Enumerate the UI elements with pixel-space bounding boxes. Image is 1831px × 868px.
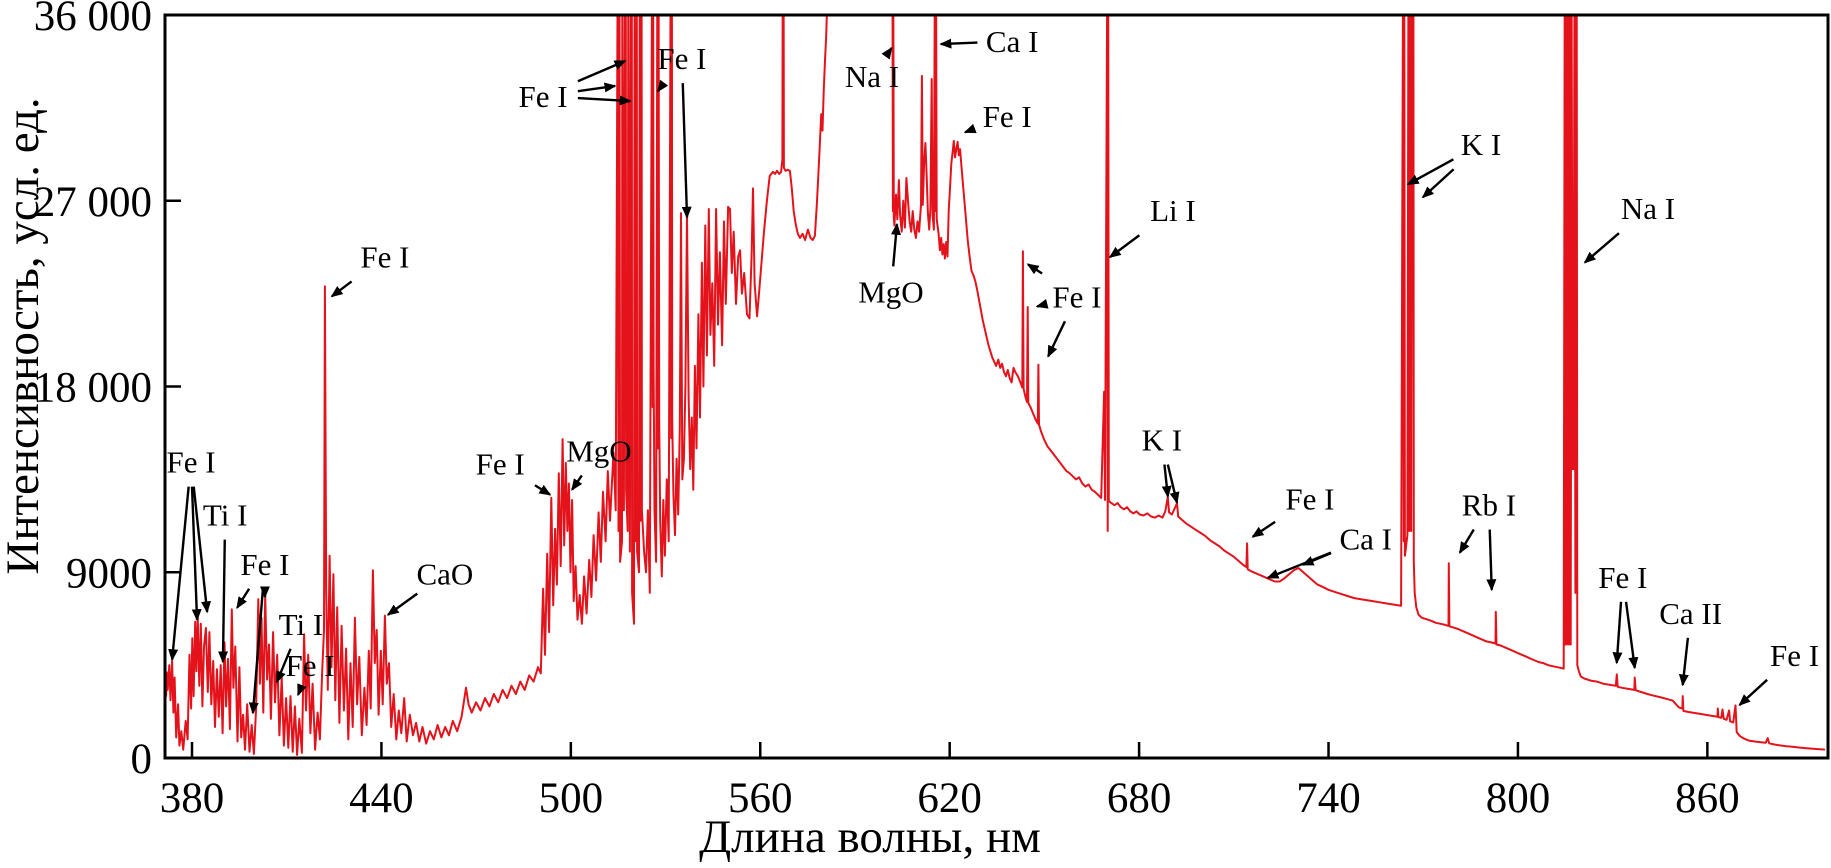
annotation-arrow	[190, 486, 202, 622]
annotation-arrow	[657, 79, 669, 93]
annotation-label: Fe I	[983, 99, 1032, 134]
y-tick-label: 18 000	[34, 365, 152, 412]
annotation-label: Ca I	[1340, 522, 1393, 557]
y-tick-label: 9000	[66, 550, 152, 597]
annotation-arrow	[386, 592, 418, 616]
annotation-label: Ti I	[203, 498, 248, 533]
annotation-label: MgO	[858, 274, 923, 309]
annotation-label: K I	[1142, 423, 1182, 458]
annotation-arrow	[1612, 601, 1623, 665]
y-tick-label: 0	[131, 736, 153, 783]
annotation-label: Fe I	[1770, 638, 1819, 673]
annotation-arrow	[1583, 232, 1620, 264]
x-tick-label: 560	[728, 775, 793, 822]
annotation-arrow	[881, 46, 893, 60]
x-tick-label: 440	[349, 775, 414, 822]
x-tick-label: 800	[1486, 775, 1551, 822]
annotation-arrow	[577, 95, 632, 106]
x-tick-label: 860	[1675, 775, 1740, 822]
annotation-label: Na I	[845, 59, 899, 94]
annotation-label: Fe I	[1598, 560, 1647, 595]
annotation-label: Fe I	[657, 41, 706, 76]
annotation-label: Fe I	[476, 447, 525, 482]
annotation-arrow	[236, 588, 251, 610]
annotation-label: Na I	[1621, 191, 1675, 226]
annotation-label: Ti I	[279, 607, 324, 642]
y-axis-title: Интенсивность, усл. ед.	[0, 97, 49, 574]
annotation-label: Ca II	[1659, 596, 1722, 631]
annotation-arrow	[681, 83, 692, 219]
spectrum-curve	[166, 15, 1826, 756]
annotation-layer: Fe I Ti I Fe I Ti I Fe I Fe I CaO Fe I MgO Fe I Fe…	[167, 24, 1819, 715]
annotation-label: Fe I	[167, 445, 216, 480]
annotation-arrow	[192, 486, 212, 614]
annotation-arrow	[1406, 158, 1454, 186]
annotation-arrow	[1108, 234, 1141, 259]
annotation-arrow	[963, 123, 977, 134]
annotation-arrow	[534, 484, 552, 496]
annotation-arrow	[218, 539, 229, 664]
annotation-arrow	[1678, 637, 1690, 687]
annotation-label: Fe I	[286, 648, 335, 683]
annotation-label: Fe I	[240, 547, 289, 582]
annotation-label: Ca I	[986, 24, 1039, 59]
annotation-label: Fe I	[519, 79, 568, 114]
annotation-arrow	[1458, 528, 1475, 554]
annotation-arrow	[1047, 320, 1067, 358]
annotation-arrow	[891, 222, 902, 267]
annotation-arrow	[1251, 520, 1276, 538]
annotation-label: MgO	[566, 433, 631, 468]
annotation-arrow	[168, 486, 190, 662]
annotation-arrow	[1035, 298, 1049, 309]
annotation-arrow	[1738, 678, 1768, 706]
annotation-arrow	[330, 280, 353, 298]
annotation-arrow	[1026, 263, 1043, 275]
annotation-label: CaO	[416, 557, 473, 592]
annotation-label: Fe I	[1052, 279, 1101, 314]
x-tick-label: 620	[917, 775, 982, 822]
y-tick-label: 27 000	[34, 179, 152, 226]
annotation-label: Fe I	[360, 239, 409, 274]
annotation-arrow	[939, 38, 978, 49]
annotation-arrow	[571, 474, 583, 491]
annotation-arrow	[577, 59, 627, 83]
annotation-arrow	[1421, 168, 1455, 199]
annotation-arrow	[1486, 529, 1497, 592]
x-tick-label: 500	[539, 775, 604, 822]
annotation-arrow	[1161, 464, 1172, 498]
x-tick-label: 740	[1296, 775, 1361, 822]
annotation-label: Fe I	[1285, 482, 1334, 517]
annotation-arrow	[296, 683, 307, 697]
annotation-label: Rb I	[1462, 488, 1516, 523]
annotation-arrow	[1624, 601, 1639, 670]
annotation-arrow	[1166, 464, 1180, 505]
y-tick-label: 36 000	[34, 0, 152, 40]
spectrum-curve-layer	[166, 15, 1826, 756]
annotation-label: Li I	[1150, 193, 1196, 228]
annotation-label: K I	[1461, 127, 1501, 162]
annotation-arrow	[275, 648, 292, 684]
x-tick-label: 380	[160, 775, 225, 822]
tick-layer: 380 440 500 560 620 680 740 800 860 0 9000 18 000 27…	[34, 0, 1740, 822]
axis-title-layer: Длина волны, нм Интенсивность, усл. ед.	[0, 97, 1041, 863]
annotation-arrow	[577, 82, 617, 93]
x-axis-title: Длина волны, нм	[699, 811, 1041, 863]
annotation-arrow	[1301, 552, 1332, 566]
x-tick-label: 680	[1107, 775, 1172, 822]
annotation-arrow	[248, 588, 265, 715]
